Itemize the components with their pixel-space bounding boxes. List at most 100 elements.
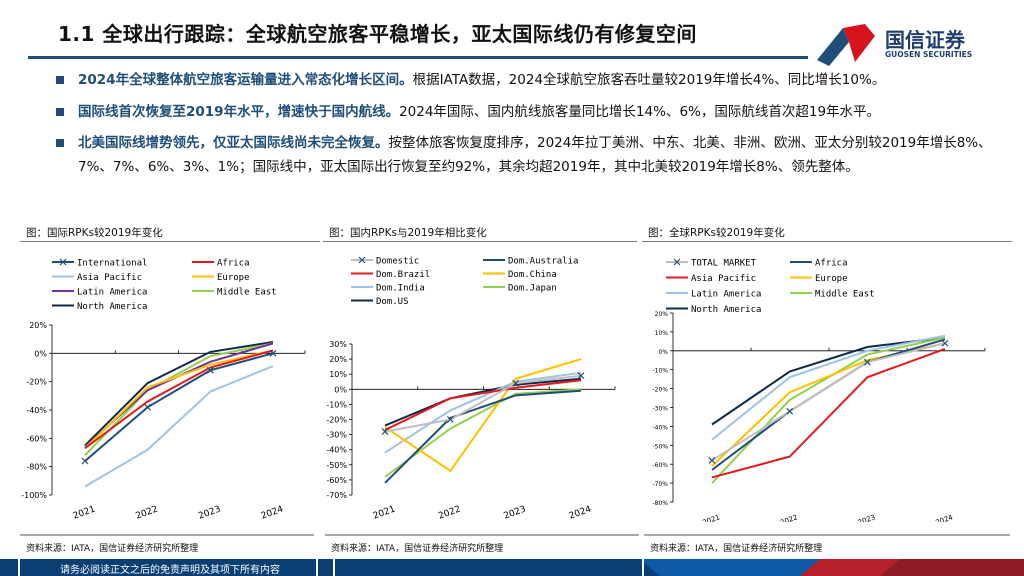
- title-rule: [28, 56, 808, 59]
- x-marker: [59, 258, 67, 266]
- bullet-heading: 2024年全球整体航空旅客运输量进入常态化增长区间。: [78, 72, 413, 88]
- y-tick-label: -30%: [652, 406, 668, 413]
- bullet-3: 北美国际线增势领先，仅亚太国际线尚未完全恢复。按整体旅客恢复度排序，2024年拉…: [56, 131, 1008, 179]
- x-marker: [708, 456, 716, 464]
- y-tick-label: -40%: [326, 446, 347, 455]
- y-tick-label: -50%: [652, 443, 668, 450]
- legend-label: Latin America: [77, 288, 147, 298]
- series-line: [84, 341, 274, 447]
- chart-title: 图：国内RPKs与2019年相比变化: [329, 227, 487, 239]
- source-note: 资料来源：IATA，国信证券经济研究所整理: [331, 544, 504, 554]
- legend-label: Africa: [815, 259, 848, 269]
- x-marker: [941, 339, 949, 347]
- bullet-text: 2024年国际、国内航线旅客量同比增长14%、6%，国际航线首次超19年水平。: [399, 104, 881, 120]
- y-tick-label: 0%: [34, 349, 47, 358]
- legend-label: Europe: [217, 273, 250, 283]
- series-line: [384, 377, 582, 427]
- series-line: [384, 379, 582, 431]
- disclaimer: 请务必阅读正文之后的免责声明及其项下所有内容: [60, 565, 280, 576]
- legend-label: Latin America: [691, 290, 761, 300]
- legend-label: Dom.India: [376, 284, 425, 294]
- chart-domestic-rpk: 图：国内RPKs与2019年相比变化 Domestic Dom.Australia…: [323, 222, 637, 522]
- x-marker: [863, 358, 871, 366]
- chart-svg: International Africa Asia Pacific Europe Lat…: [21, 258, 306, 522]
- logo-icon: [817, 24, 875, 66]
- bullet-text: 按整体旅客恢复度排序，2024年拉丁美洲、中东、北美、非洲、欧洲、亚太分别较20…: [78, 135, 992, 175]
- series-line: [384, 374, 582, 433]
- legend-label: Dom.Japan: [508, 284, 557, 294]
- logo-en: GUOSEN SECURITIES: [885, 50, 973, 59]
- y-tick-label: -60%: [326, 476, 347, 485]
- legend-label: Dom.Australia: [508, 257, 578, 267]
- y-tick-label: 10%: [655, 330, 669, 337]
- series-line: [84, 349, 274, 449]
- bullet-square-icon: [56, 76, 64, 84]
- y-tick-label: -70%: [326, 491, 347, 500]
- y-tick-label: 10%: [329, 370, 347, 379]
- x-marker: [206, 366, 214, 374]
- series-line: [384, 388, 582, 478]
- chart-svg: TOTAL MARKET Africa Asia Pacific Europe Lati…: [652, 259, 986, 522]
- x-tick-label: 2021: [702, 513, 721, 522]
- x-tick-label: 2022: [437, 505, 462, 522]
- x-marker: [269, 349, 277, 357]
- x-tick-label: 2024: [568, 504, 593, 521]
- bullet-1: 2024年全球整体航空旅客运输量进入常态化增长区间。根据IATA数据，2024全…: [56, 68, 1008, 92]
- y-tick-label: -80%: [26, 463, 47, 472]
- bullet-square-icon: [56, 108, 64, 116]
- y-tick-label: 20%: [29, 321, 47, 330]
- source-note: 资料来源：IATA，国信证券经济研究所整理: [26, 544, 199, 554]
- series-line: [384, 389, 582, 484]
- x-tick-label: 2023: [503, 505, 528, 522]
- chart-title: 图：国际RPKs较2019年变化: [26, 227, 163, 239]
- source-note: 资料来源：IATA，国信证券经济研究所整理: [650, 544, 823, 554]
- bullet-heading: 国际线首次恢复至2019年水平，增速快于国内航线。: [78, 104, 400, 120]
- series-line: [84, 352, 274, 462]
- logo-cn: 国信证券: [885, 28, 965, 52]
- x-tick-label: 2022: [779, 513, 798, 522]
- y-tick-label: 0%: [334, 385, 347, 394]
- legend-label: Dom.US: [376, 297, 409, 307]
- x-tick-label: 2023: [857, 513, 876, 522]
- legend-label: North America: [77, 302, 147, 312]
- series-line: [384, 358, 582, 473]
- y-tick-label: -20%: [26, 378, 47, 387]
- legend-label: Middle East: [217, 288, 277, 298]
- x-tick-label: 2021: [72, 505, 97, 522]
- x-marker: [512, 379, 520, 387]
- y-tick-label: -60%: [26, 434, 47, 443]
- series-line: [711, 347, 946, 479]
- legend-label: International: [77, 259, 147, 269]
- chart-title: 图：全球RPKs较2019年变化: [648, 227, 785, 239]
- legend-label: Africa: [217, 259, 250, 269]
- footer-decoration: [640, 559, 1024, 576]
- y-tick-label: -60%: [652, 462, 668, 469]
- y-tick-label: 20%: [329, 355, 347, 364]
- y-tick-label: -10%: [652, 368, 668, 375]
- legend-label: Asia Pacific: [77, 273, 142, 283]
- y-tick-label: -50%: [326, 461, 347, 470]
- legend-label: Europe: [815, 274, 848, 284]
- y-tick-label: -20%: [326, 416, 347, 425]
- legend-label: Asia Pacific: [691, 274, 756, 284]
- bullet-2: 国际线首次恢复至2019年水平，增速快于国内航线。2024年国际、国内航线旅客量…: [56, 100, 1008, 124]
- y-tick-label: -100%: [21, 491, 47, 500]
- series-line: [84, 342, 274, 457]
- y-tick-label: -40%: [652, 424, 668, 431]
- legend-label: Dom.Brazil: [376, 270, 430, 280]
- x-marker: [144, 403, 152, 411]
- x-marker: [81, 457, 89, 465]
- series-line: [711, 334, 946, 441]
- company-logo: 国信证券 GUOSEN SECURITIES: [815, 22, 975, 66]
- x-tick-label: 2023: [197, 505, 222, 522]
- legend-label: North America: [691, 305, 761, 315]
- bullet-text: 根据IATA数据，2024全球航空旅客吞吐量较2019年增长4%、同比增长10%…: [412, 72, 886, 88]
- y-tick-label: -10%: [326, 400, 347, 409]
- chart-international-rpk: 图：国际RPKs较2019年变化 International Africa Asia…: [20, 222, 320, 522]
- x-marker: [381, 428, 389, 436]
- x-marker: [358, 256, 366, 264]
- series-line: [84, 349, 274, 450]
- y-tick-label: 20%: [655, 311, 669, 318]
- bullet-square-icon: [56, 139, 64, 147]
- legend-label: Domestic: [376, 257, 419, 267]
